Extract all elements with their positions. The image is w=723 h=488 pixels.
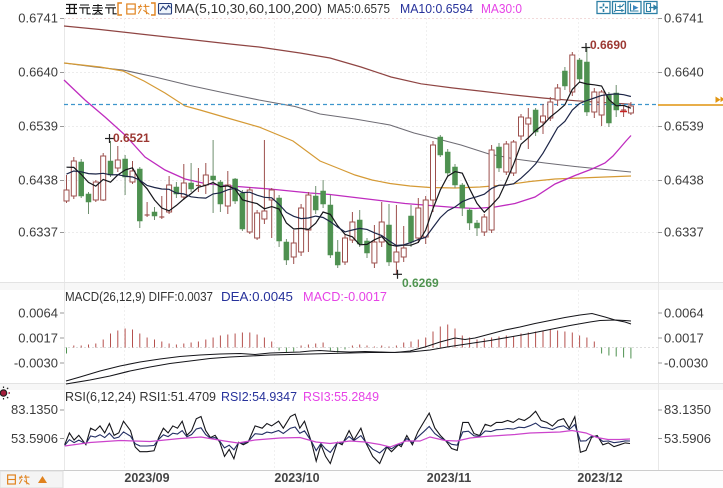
svg-text:0.0017: 0.0017 <box>18 331 58 346</box>
svg-text:83.1350: 83.1350 <box>11 402 58 417</box>
svg-text:-0.0030: -0.0030 <box>14 356 58 371</box>
svg-text:MACD:-0.0017: MACD:-0.0017 <box>303 290 387 304</box>
svg-text:2023/10: 2023/10 <box>274 471 319 485</box>
svg-text:0.6521: 0.6521 <box>113 131 150 145</box>
svg-text:0.0017: 0.0017 <box>664 331 704 346</box>
svg-text:0.6640: 0.6640 <box>18 65 58 80</box>
svg-text:0.6539: 0.6539 <box>18 119 58 134</box>
svg-text:MA10:0.6594: MA10:0.6594 <box>400 2 473 16</box>
svg-text:0.6269: 0.6269 <box>402 276 439 290</box>
svg-text:0.6438: 0.6438 <box>18 173 58 188</box>
svg-text:RSI3:55.2849: RSI3:55.2849 <box>303 390 379 404</box>
svg-text:0.0064: 0.0064 <box>18 306 58 321</box>
svg-text:0.6640: 0.6640 <box>664 65 704 80</box>
svg-text:0.6741: 0.6741 <box>18 11 58 26</box>
svg-text:-0.0030: -0.0030 <box>664 356 708 371</box>
svg-text:RSI2:54.9347: RSI2:54.9347 <box>221 390 297 404</box>
svg-text:2023/12: 2023/12 <box>577 471 622 485</box>
svg-text:53.5906: 53.5906 <box>11 431 58 446</box>
svg-text:MACD(26,12,9) DIFF:0.0037: MACD(26,12,9) DIFF:0.0037 <box>65 290 213 304</box>
svg-text:MA(5,10,30,60,100,200): MA(5,10,30,60,100,200) <box>174 2 322 16</box>
svg-text:0.6690: 0.6690 <box>590 38 627 52</box>
svg-text:53.5906: 53.5906 <box>664 431 711 446</box>
svg-text:0.6438: 0.6438 <box>664 173 704 188</box>
svg-text:RSI(6,12,24) RSI1:51.4709: RSI(6,12,24) RSI1:51.4709 <box>65 390 216 404</box>
svg-text:0.6337: 0.6337 <box>18 225 58 240</box>
svg-text:MA30:0: MA30:0 <box>481 2 522 16</box>
svg-text:2023/09: 2023/09 <box>124 471 169 485</box>
svg-text:83.1350: 83.1350 <box>664 402 711 417</box>
svg-text:MA5:0.6575: MA5:0.6575 <box>327 2 390 16</box>
svg-text:DEA:0.0045: DEA:0.0045 <box>221 290 293 304</box>
svg-text:2023/11: 2023/11 <box>427 471 472 485</box>
svg-text:0.6741: 0.6741 <box>664 11 704 26</box>
svg-text:0.6337: 0.6337 <box>664 225 704 240</box>
svg-text:0.6539: 0.6539 <box>664 119 704 134</box>
svg-text:0.0064: 0.0064 <box>664 306 704 321</box>
